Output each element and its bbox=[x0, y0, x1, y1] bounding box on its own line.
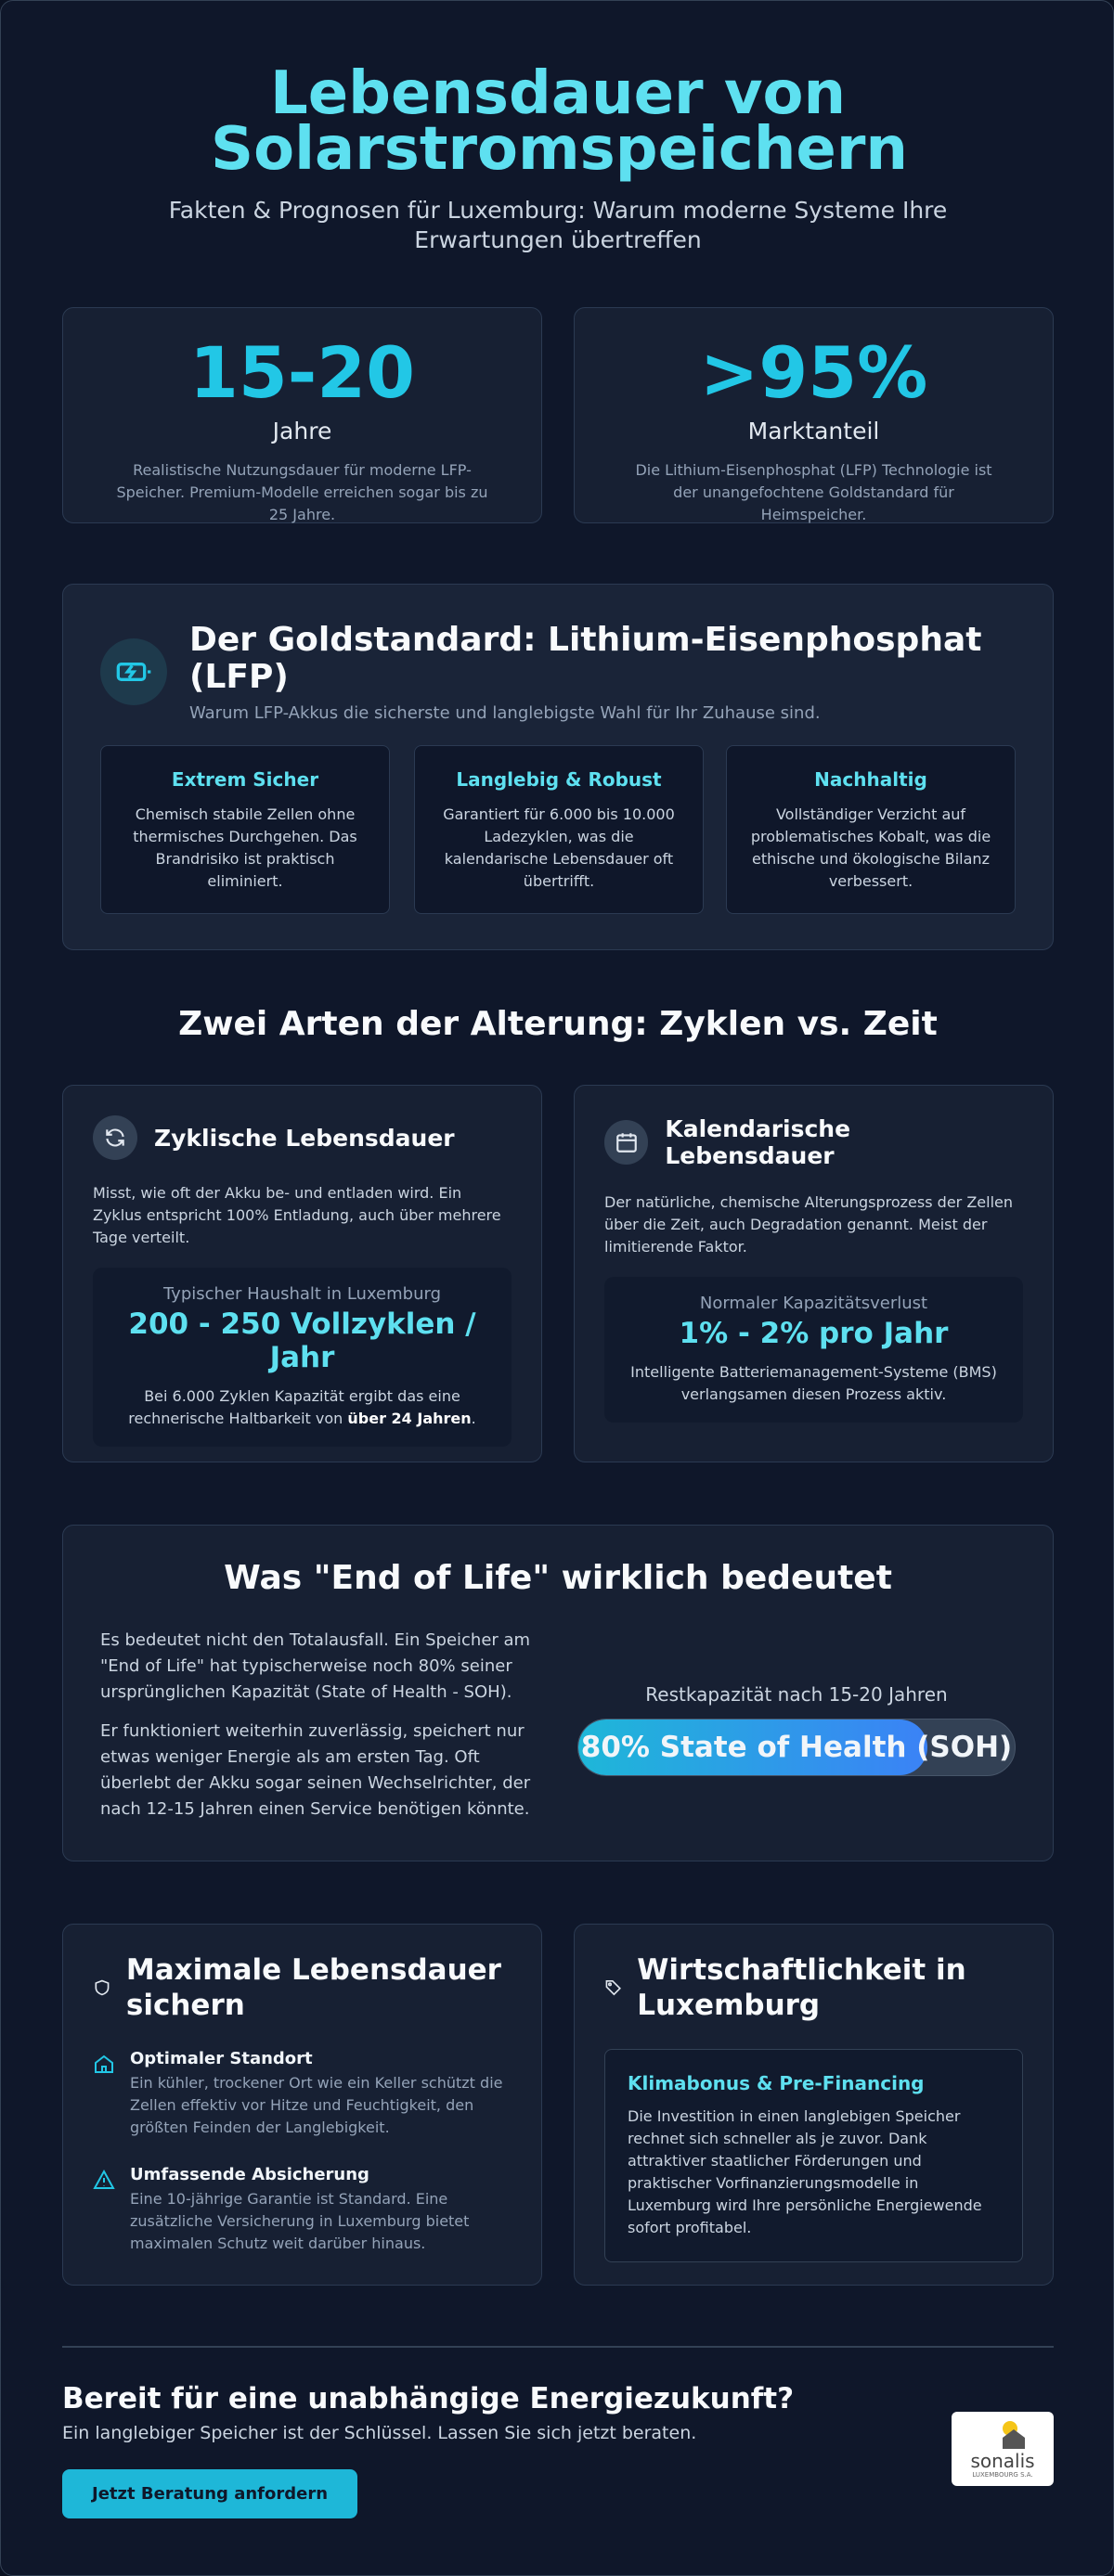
home-icon bbox=[95, 2054, 113, 2073]
calendar-icon bbox=[615, 1133, 637, 1153]
card-title: Wirtschaftlichkeit in Luxemburg bbox=[637, 1953, 966, 2022]
eol-section: Was "End of Life" wirklich bedeutet Es b… bbox=[62, 1525, 1054, 1861]
info-box: Typischer Haushalt in Luxemburg 200 - 25… bbox=[93, 1268, 512, 1447]
tip: Umfassende Absicherung Eine 10-jährige Ga… bbox=[93, 2165, 512, 2255]
header: Lebensdauer von Solarstromspeichern Fakt… bbox=[62, 59, 1054, 255]
box-text-bold: über 24 Jahren bbox=[347, 1410, 472, 1427]
cta: Bereit für eine unabhängige Energiezukun… bbox=[62, 2382, 1054, 2531]
box-text: Die Investition in einen langlebigen Spe… bbox=[628, 2107, 982, 2236]
lfp-title: Der Goldstandard: Lithium-Eisenphosphat … bbox=[189, 621, 982, 696]
battery-icon bbox=[100, 638, 167, 705]
tips-card: Maximale Lebensdauer sichern Optimaler S… bbox=[62, 1924, 542, 2286]
soh: Restkapazität nach 15-20 Jahren 80% Stat… bbox=[577, 1683, 1016, 1776]
bar-fill bbox=[578, 1719, 927, 1775]
eol-text: Es bedeutet nicht den Totalausfall. Ein … bbox=[100, 1628, 546, 1835]
box-value: 200 - 250 Vollzyklen / Jahr bbox=[128, 1307, 476, 1374]
aging-card: Zyklische Lebensdauer Misst, wie oft der… bbox=[62, 1085, 542, 1462]
cta-button[interactable]: Jetzt Beratung anfordern bbox=[62, 2469, 358, 2518]
tip: Optimaler Standort Ein kühler, trockener … bbox=[93, 2049, 512, 2139]
card-head: Kalendarische Lebensdauer bbox=[604, 1115, 1023, 1169]
stat-card: 15-20 Jahre Realistische Nutzungsdauer f… bbox=[62, 307, 542, 523]
lfp-section: Der Goldstandard: Lithium-Eisenphosphat … bbox=[62, 584, 1054, 950]
stat-value: 15-20 bbox=[188, 331, 416, 414]
feature-title: Extrem Sicher bbox=[171, 768, 319, 791]
icon bbox=[604, 1120, 649, 1165]
tip-title: Optimaler Standort bbox=[130, 2049, 313, 2068]
aging-card: Kalendarische Lebensdauer Der natürliche… bbox=[574, 1085, 1054, 1462]
box-text: Bei 6.000 Zyklen Kapazität ergibt das ei… bbox=[111, 1385, 493, 1430]
economy-card: Wirtschaftlichkeit in Luxemburg Klimabon… bbox=[574, 1924, 1054, 2286]
tip-text: Eine 10-jährige Garantie ist Standard. E… bbox=[130, 2190, 470, 2252]
feature-title: Nachhaltig bbox=[814, 768, 927, 791]
stat-value: >95% bbox=[699, 331, 928, 414]
divider bbox=[62, 2346, 1054, 2348]
card-text: Misst, wie oft der Akku be- und entladen… bbox=[93, 1184, 501, 1246]
box-value: 1% - 2% pro Jahr bbox=[679, 1317, 949, 1350]
cta-text: Ein langlebiger Speicher ist der Schlüss… bbox=[62, 2423, 697, 2443]
tag-icon bbox=[605, 1979, 621, 1996]
subtitle: Fakten & Prognosen für Luxemburg: Warum … bbox=[168, 197, 948, 253]
feature: Langlebig & Robust Garantiert für 6.000 b… bbox=[414, 745, 704, 914]
tip-body: Umfassende Absicherung Eine 10-jährige Ga… bbox=[130, 2165, 512, 2255]
warning-icon bbox=[93, 2169, 115, 2189]
stats: 15-20 Jahre Realistische Nutzungsdauer f… bbox=[62, 307, 1054, 523]
lfp-subtitle: Warum LFP-Akkus die sicherste und langle… bbox=[189, 703, 821, 723]
feature: Extrem Sicher Chemisch stabile Zellen ohn… bbox=[100, 745, 390, 914]
tip-text: Ein kühler, trockener Ort wie ein Keller… bbox=[130, 2074, 503, 2136]
battery-svg bbox=[116, 663, 151, 681]
aging-title: Zwei Arten der Alterung: Zyklen vs. Zeit bbox=[178, 1005, 938, 1043]
stat-card: >95% Marktanteil Die Lithium-Eisenphosph… bbox=[574, 307, 1054, 523]
economy-box: Klimabonus & Pre-Financing Die Investiti… bbox=[604, 2049, 1023, 2262]
box-label: Normaler Kapazitätsverlust bbox=[699, 1294, 928, 1313]
cta-title: Bereit für eine unabhängige Energiezukun… bbox=[62, 2382, 795, 2415]
logo: sonalis LUXEMBOURG S.A. bbox=[952, 2412, 1054, 2486]
lfp-head: Der Goldstandard: Lithium-Eisenphosphat … bbox=[189, 621, 1025, 724]
tip-body: Optimaler Standort Ein kühler, trockener … bbox=[130, 2049, 512, 2139]
card-title: Zyklische Lebensdauer bbox=[154, 1124, 455, 1152]
aging-cards: Zyklische Lebensdauer Misst, wie oft der… bbox=[62, 1085, 1054, 1462]
box-text-end: . bbox=[471, 1410, 476, 1427]
info-box: Normaler Kapazitätsverlust 1% - 2% pro J… bbox=[604, 1277, 1023, 1423]
icon bbox=[93, 1115, 137, 1160]
box-label: Typischer Haushalt in Luxemburg bbox=[162, 1284, 442, 1304]
card-head: Maximale Lebensdauer sichern bbox=[93, 1952, 512, 2023]
feature-text: Vollständiger Verzicht auf problematisch… bbox=[750, 805, 991, 890]
stat-label: Marktanteil bbox=[747, 418, 880, 444]
card-title: Kalendarische Lebensdauer bbox=[665, 1115, 851, 1169]
bottom-cards: Maximale Lebensdauer sichern Optimaler S… bbox=[62, 1924, 1054, 2286]
card-head: Wirtschaftlichkeit in Luxemburg bbox=[604, 1952, 1023, 2023]
feature-text: Chemisch stabile Zellen ohne thermisches… bbox=[133, 805, 357, 890]
stat-label: Jahre bbox=[272, 418, 332, 444]
tip-title: Umfassende Absicherung bbox=[130, 2165, 369, 2184]
stat-text: Realistische Nutzungsdauer für moderne L… bbox=[116, 461, 488, 523]
box-text: Intelligente Batteriemanagement-Systeme … bbox=[630, 1363, 997, 1403]
card-head: Zyklische Lebensdauer bbox=[93, 1115, 512, 1160]
eol-title: Was "End of Life" wirklich bedeutet bbox=[224, 1559, 892, 1597]
paragraph: Es bedeutet nicht den Totalausfall. Ein … bbox=[100, 1630, 531, 1702]
title: Lebensdauer von Solarstromspeichern bbox=[211, 59, 908, 184]
shield-icon bbox=[95, 1979, 110, 1996]
cycle-icon bbox=[106, 1128, 124, 1147]
stat-text: Die Lithium-Eisenphosphat (LFP) Technolo… bbox=[635, 461, 992, 523]
box-title: Klimabonus & Pre-Financing bbox=[628, 2072, 925, 2094]
logo-mark bbox=[1003, 2421, 1025, 2449]
logo-sub: LUXEMBOURG S.A. bbox=[972, 2471, 1033, 2479]
bar-track: 80% State of Health (SOH) bbox=[577, 1719, 1016, 1776]
logo-name: sonalis bbox=[970, 2450, 1035, 2472]
box-text-start: Bei 6.000 Zyklen Kapazität ergibt das ei… bbox=[128, 1387, 460, 1427]
feature: Nachhaltig Vollständiger Verzicht auf pro… bbox=[726, 745, 1016, 914]
bar-label: 80% State of Health (SOH) bbox=[580, 1731, 1013, 1764]
card-text: Der natürliche, chemische Alterungsproze… bbox=[604, 1193, 1013, 1256]
feature-title: Langlebig & Robust bbox=[456, 768, 662, 791]
card-title: Maximale Lebensdauer sichern bbox=[125, 1953, 501, 2022]
feature-text: Garantiert für 6.000 bis 10.000 Ladezykl… bbox=[443, 805, 675, 890]
paragraph: Er funktioniert weiterhin zuverlässig, s… bbox=[100, 1721, 531, 1819]
bar-caption: Restkapazität nach 15-20 Jahren bbox=[645, 1683, 948, 1706]
